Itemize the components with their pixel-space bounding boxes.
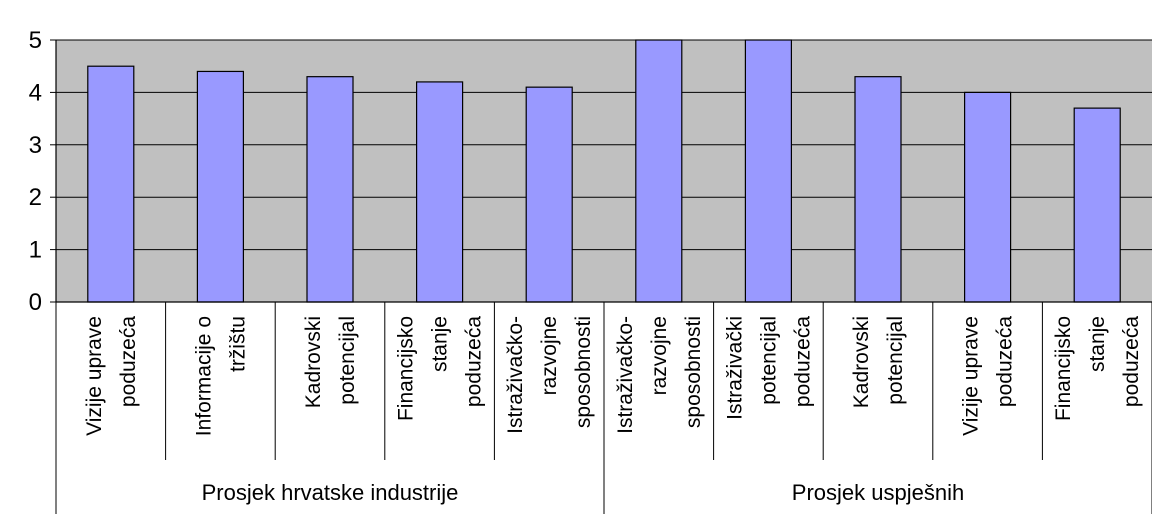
bar <box>87 65 135 303</box>
category-label: stanje <box>1086 316 1109 372</box>
category-label: poduzeća <box>463 316 486 407</box>
category-label: poduzeća <box>117 316 140 407</box>
y-tick-label: 3 <box>29 132 42 159</box>
bar <box>1073 107 1121 303</box>
bar <box>635 39 683 303</box>
category-label: Istraživački <box>723 316 746 420</box>
category-label: poduzeća <box>791 316 814 407</box>
y-axis: 0 1 2 3 4 5 <box>29 27 57 316</box>
bar <box>416 81 464 303</box>
category-label: poduzeća <box>994 316 1017 407</box>
y-tick-label: 1 <box>29 237 42 264</box>
bar <box>196 70 244 303</box>
y-tick-label: 4 <box>29 79 42 106</box>
category-label: Financijsko <box>1052 316 1075 421</box>
y-tick-label: 5 <box>29 27 42 54</box>
group-label: Prosjek hrvatske industrije <box>202 480 459 505</box>
category-label: sposobnosti <box>572 316 595 428</box>
category-label: potencijal <box>336 316 359 405</box>
category-label: Kadrovski <box>302 316 325 408</box>
y-tick-label: 0 <box>29 289 42 316</box>
category-label: Informacije o <box>192 316 215 436</box>
bars <box>87 39 1121 303</box>
category-label: Istraživačko- <box>614 316 637 434</box>
group-label: Prosjek uspješnih <box>792 480 964 505</box>
category-label: potencijal <box>757 316 780 405</box>
bar <box>963 91 1012 303</box>
x-axis: Vizije uprave poduzeća Informacije o tržišt… <box>55 301 1152 514</box>
category-label: Vizije uprave <box>83 316 106 436</box>
category-label: Vizije uprave <box>960 316 983 436</box>
bar <box>854 76 902 303</box>
bar <box>744 39 793 303</box>
category-label: stanje <box>429 316 452 372</box>
category-label: poduzeća <box>1120 316 1143 407</box>
category-label: potencijal <box>884 316 907 405</box>
category-label: tržištu <box>226 316 249 372</box>
category-label: Istraživačko- <box>504 316 527 434</box>
category-label: razvojne <box>648 316 671 395</box>
category-label: sposobnosti <box>682 316 705 428</box>
category-label: razvojne <box>538 316 561 395</box>
bar <box>525 86 573 303</box>
y-tick-label: 2 <box>29 184 42 211</box>
category-label: Financijsko <box>395 316 418 421</box>
bar <box>306 76 354 303</box>
category-label: Kadrovski <box>850 316 873 408</box>
